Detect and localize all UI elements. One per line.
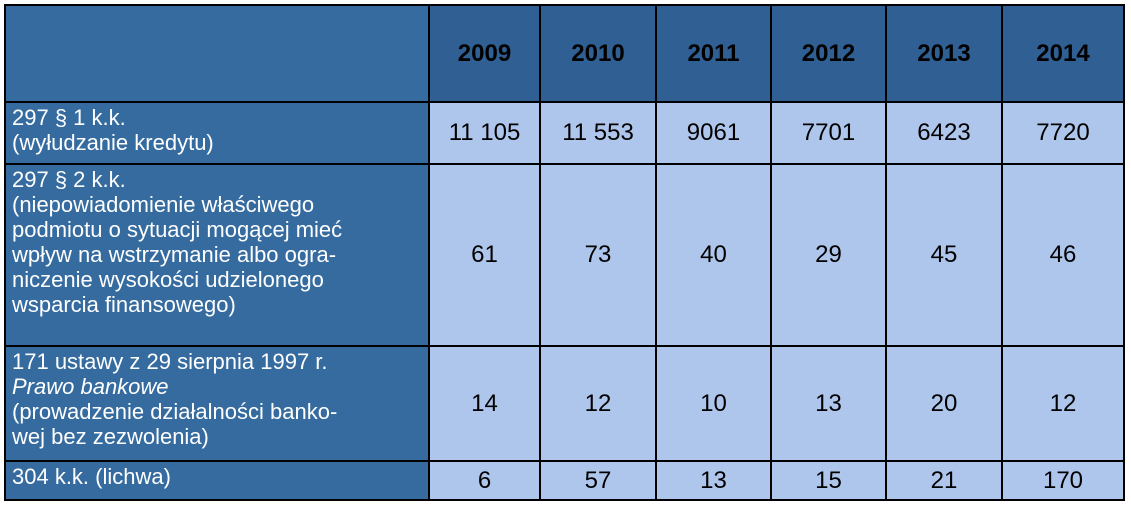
row-label-line: 171 ustawy z 29 sierpnia 1997 r.: [12, 349, 328, 374]
year-header: 2009: [428, 4, 541, 103]
row-label-line: wsparcia finansowego): [12, 292, 236, 317]
row-label-line: wej bez zezwolenia): [12, 424, 209, 449]
year-header: 2012: [770, 4, 887, 103]
row-label: 297 § 2 k.k. (niepowiadomienie właściweg…: [4, 163, 430, 347]
table-row: 171 ustawy z 29 sierpnia 1997 r. Prawo b…: [4, 345, 1125, 462]
row-label: 171 ustawy z 29 sierpnia 1997 r. Prawo b…: [4, 345, 430, 462]
row-label: 304 k.k. (lichwa): [4, 460, 430, 501]
year-header: 2011: [655, 4, 772, 103]
year-header: 2010: [539, 4, 657, 103]
value-cell: 46: [1001, 163, 1125, 347]
value-cell: 57: [539, 460, 657, 501]
row-label-line: (wyłudzanie kredytu): [12, 130, 214, 155]
value-cell: 13: [655, 460, 772, 501]
row-label-line: 297 § 2 k.k.: [12, 167, 126, 192]
table-row: 297 § 2 k.k. (niepowiadomienie właściweg…: [4, 163, 1125, 347]
offense-statistics-table: 2009 2010 2011 2012 2013 2014 297 § 1 k.…: [4, 4, 1125, 501]
row-label-line: Prawo bankowe: [12, 374, 169, 399]
value-cell: 11 105: [428, 101, 541, 165]
row-label-line: wpływ na wstrzymanie albo ogra-: [12, 242, 337, 267]
value-cell: 61: [428, 163, 541, 347]
value-cell: 12: [539, 345, 657, 462]
year-header: 2013: [885, 4, 1003, 103]
table-row: 297 § 1 k.k. (wyłudzanie kredytu) 11 105…: [4, 101, 1125, 165]
value-cell: 12: [1001, 345, 1125, 462]
value-cell: 170: [1001, 460, 1125, 501]
value-cell: 20: [885, 345, 1003, 462]
value-cell: 11 553: [539, 101, 657, 165]
value-cell: 9061: [655, 101, 772, 165]
header-row: 2009 2010 2011 2012 2013 2014: [4, 4, 1125, 103]
value-cell: 10: [655, 345, 772, 462]
row-label-line: 304 k.k. (lichwa): [12, 464, 171, 489]
value-cell: 6: [428, 460, 541, 501]
value-cell: 73: [539, 163, 657, 347]
row-label-line: (niepowiadomienie właściwego: [12, 192, 315, 217]
header-corner-cell: [4, 4, 430, 103]
row-label-line: niczenie wysokości udzielonego: [12, 267, 324, 292]
value-cell: 40: [655, 163, 772, 347]
value-cell: 29: [770, 163, 887, 347]
row-label-line: podmiotu o sytuacji mogącej mieć: [12, 217, 343, 242]
row-label-line: (prowadzenie działalności banko-: [12, 399, 338, 424]
table-row: 304 k.k. (lichwa) 6 57 13 15 21 170: [4, 460, 1125, 501]
value-cell: 7701: [770, 101, 887, 165]
value-cell: 14: [428, 345, 541, 462]
row-label-line: 297 § 1 k.k.: [12, 105, 126, 130]
value-cell: 15: [770, 460, 887, 501]
value-cell: 7720: [1001, 101, 1125, 165]
statistics-table-container: 2009 2010 2011 2012 2013 2014 297 § 1 k.…: [4, 4, 1125, 501]
value-cell: 13: [770, 345, 887, 462]
value-cell: 21: [885, 460, 1003, 501]
value-cell: 45: [885, 163, 1003, 347]
row-label: 297 § 1 k.k. (wyłudzanie kredytu): [4, 101, 430, 165]
value-cell: 6423: [885, 101, 1003, 165]
year-header: 2014: [1001, 4, 1125, 103]
